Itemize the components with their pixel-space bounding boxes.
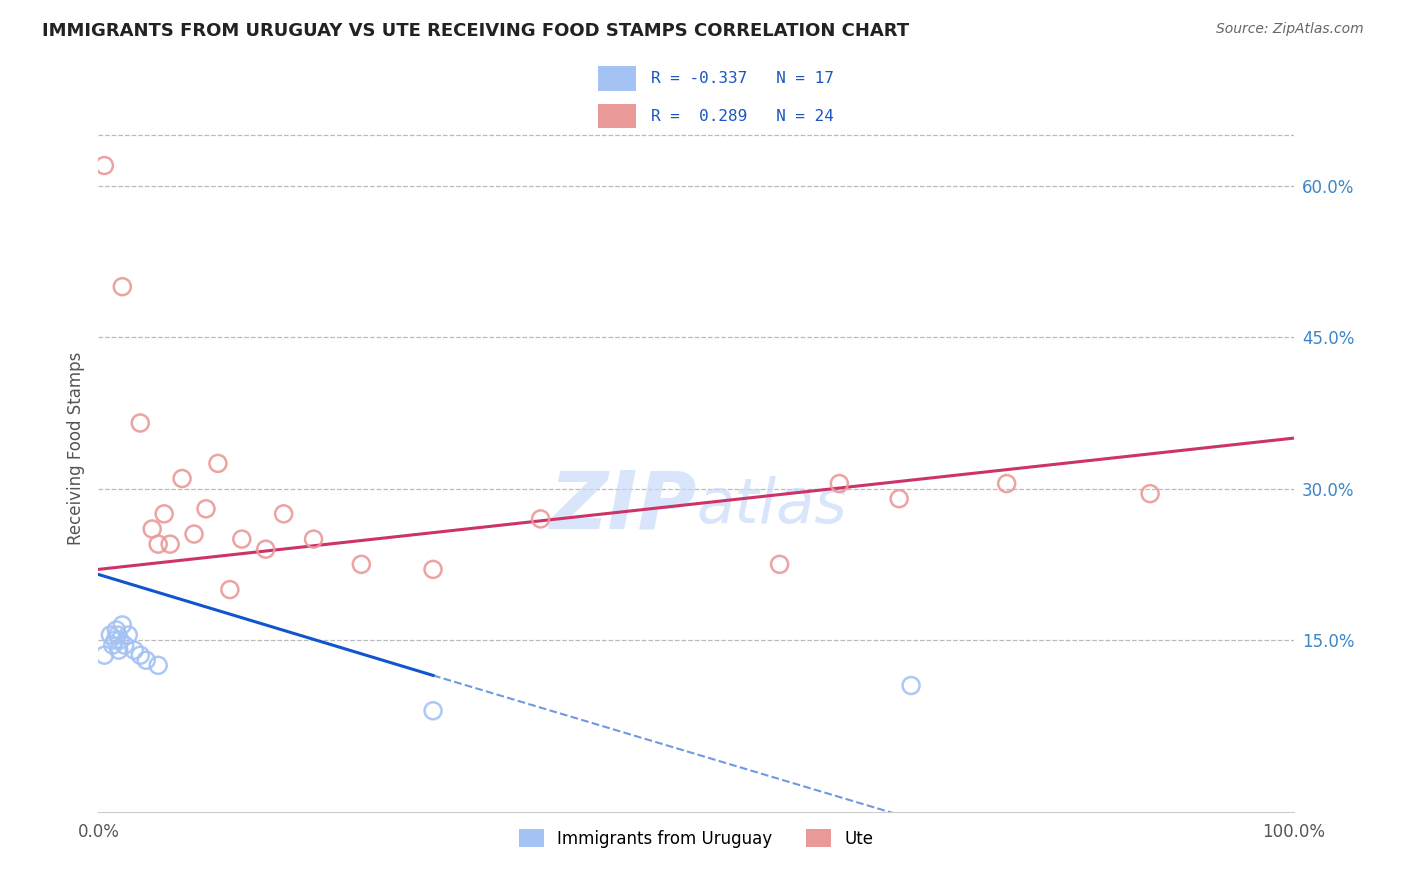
Text: R =  0.289   N = 24: R = 0.289 N = 24 <box>651 109 834 124</box>
Ute <box>195 501 218 516</box>
Immigrants from Uruguay <box>117 628 139 642</box>
Immigrants from Uruguay <box>101 638 124 652</box>
Ute <box>141 522 163 536</box>
Immigrants from Uruguay <box>108 633 131 648</box>
Ute <box>254 542 277 557</box>
Immigrants from Uruguay <box>129 648 152 663</box>
Ute <box>769 558 792 572</box>
Ute <box>93 159 115 173</box>
Immigrants from Uruguay <box>900 679 922 693</box>
Text: atlas: atlas <box>696 476 846 536</box>
Legend: Immigrants from Uruguay, Ute: Immigrants from Uruguay, Ute <box>512 822 880 855</box>
Immigrants from Uruguay <box>114 638 136 652</box>
Immigrants from Uruguay <box>105 623 128 637</box>
Immigrants from Uruguay <box>98 628 122 642</box>
Ute <box>183 527 205 541</box>
Immigrants from Uruguay <box>111 618 134 632</box>
Ute <box>530 512 553 526</box>
Ute <box>273 507 295 521</box>
Bar <box>599 66 636 91</box>
Ute <box>129 416 152 430</box>
Text: R = -0.337   N = 17: R = -0.337 N = 17 <box>651 70 834 86</box>
Ute <box>159 537 181 551</box>
Text: ZIP: ZIP <box>548 467 696 545</box>
Ute <box>207 456 229 470</box>
Immigrants from Uruguay <box>124 643 146 657</box>
Ute <box>172 471 194 485</box>
Immigrants from Uruguay <box>148 658 170 673</box>
Ute <box>231 532 253 546</box>
Immigrants from Uruguay <box>135 653 157 667</box>
Ute <box>302 532 325 546</box>
Immigrants from Uruguay <box>93 648 115 663</box>
Text: IMMIGRANTS FROM URUGUAY VS UTE RECEIVING FOOD STAMPS CORRELATION CHART: IMMIGRANTS FROM URUGUAY VS UTE RECEIVING… <box>42 22 910 40</box>
Text: Source: ZipAtlas.com: Source: ZipAtlas.com <box>1216 22 1364 37</box>
Immigrants from Uruguay <box>104 633 127 648</box>
Immigrants from Uruguay <box>422 704 444 718</box>
Ute <box>889 491 911 506</box>
Ute <box>995 476 1018 491</box>
Ute <box>1139 486 1161 500</box>
Ute <box>111 279 134 293</box>
Ute <box>422 562 444 576</box>
Ute <box>153 507 176 521</box>
Ute <box>828 476 851 491</box>
Immigrants from Uruguay <box>107 643 129 657</box>
Ute <box>350 558 373 572</box>
Ute <box>148 537 170 551</box>
Ute <box>219 582 242 597</box>
Bar <box>599 103 636 128</box>
Y-axis label: Receiving Food Stamps: Receiving Food Stamps <box>66 351 84 545</box>
Immigrants from Uruguay <box>107 628 129 642</box>
